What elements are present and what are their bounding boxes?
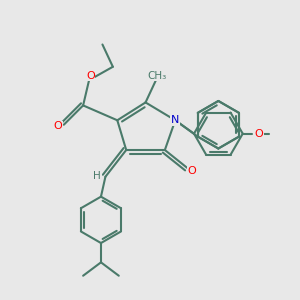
Text: CH₃: CH₃: [148, 71, 167, 81]
Text: O: O: [86, 71, 94, 81]
Text: N: N: [171, 115, 179, 125]
Text: O: O: [187, 166, 196, 176]
Text: H: H: [93, 171, 101, 181]
Text: O: O: [255, 129, 263, 139]
Text: O: O: [53, 121, 62, 131]
